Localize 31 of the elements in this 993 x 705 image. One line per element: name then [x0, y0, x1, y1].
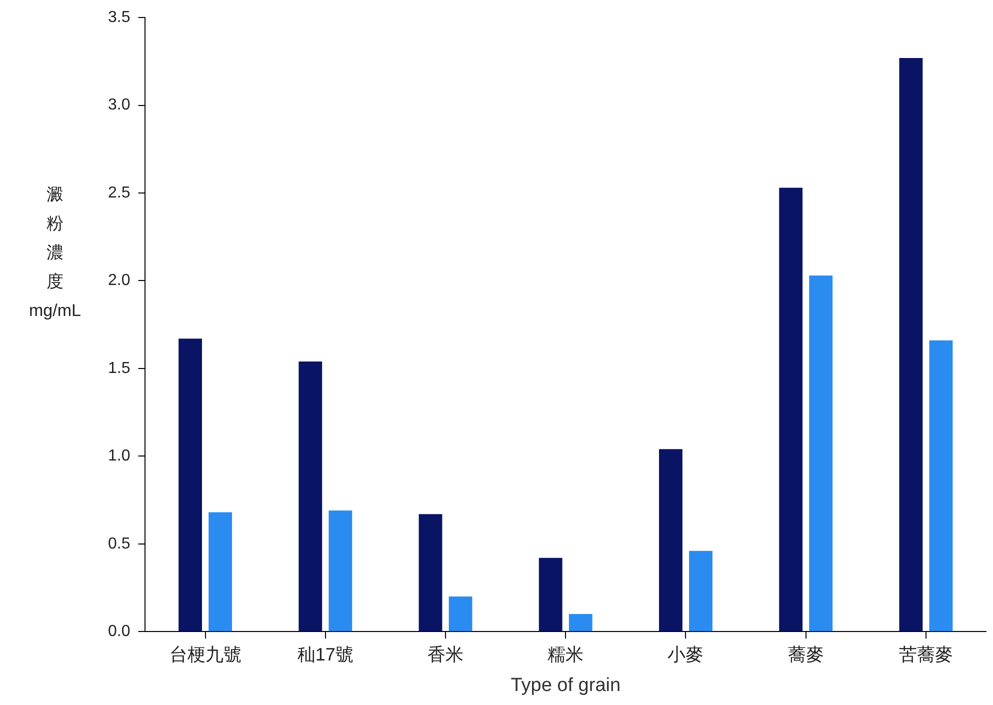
- bar: [568, 614, 592, 632]
- bar: [659, 449, 682, 632]
- bar: [689, 550, 712, 632]
- y-tick-label: 3.5: [108, 9, 130, 26]
- bar: [809, 275, 833, 632]
- y-tick-label: 1.5: [108, 360, 130, 377]
- x-tick-label: 苦蕎麥: [898, 644, 953, 664]
- x-axis-title: Type of grain: [510, 674, 621, 696]
- x-tick-label: 香米: [428, 644, 464, 664]
- y-tick-label: 1.0: [108, 448, 130, 465]
- bar: [899, 58, 923, 632]
- x-tick-label: 台梗九號: [169, 644, 242, 664]
- bar: [418, 514, 442, 632]
- y-tick-label: 3.0: [108, 96, 130, 114]
- bar: [538, 558, 562, 632]
- x-tick-label: 蕎麥: [788, 644, 824, 664]
- bar: [929, 340, 953, 632]
- y-tick-label: 2.5: [108, 184, 130, 202]
- x-tick-label: 糯米: [548, 644, 584, 664]
- y-tick-label: 2.0: [108, 272, 130, 290]
- bar: [178, 338, 202, 632]
- bar: [448, 596, 472, 632]
- bar: [779, 188, 803, 632]
- bar: [298, 361, 322, 632]
- bar: [208, 512, 232, 632]
- x-tick-label: 小麥: [668, 644, 704, 664]
- y-tick-label: 0.5: [108, 535, 130, 552]
- x-tick-label: 秈17號: [297, 644, 354, 664]
- y-tick-label: 0.0: [108, 623, 130, 640]
- bar: [328, 510, 352, 632]
- y-axis-title: 澱粉濃度 mg/mL: [28, 185, 82, 322]
